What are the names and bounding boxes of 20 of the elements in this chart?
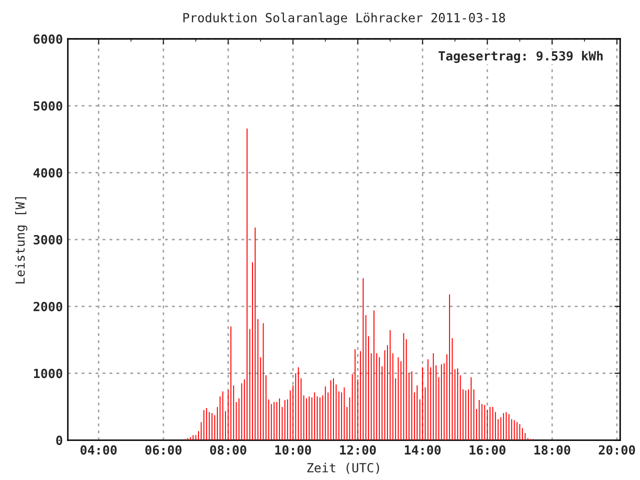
x-tick-label: 14:00 xyxy=(404,445,441,455)
y-tick-label: 0 xyxy=(56,436,62,446)
y-axis-title: Leistung [W] xyxy=(15,197,28,284)
x-tick-label: 12:00 xyxy=(340,445,376,455)
x-tick-label: 10:00 xyxy=(275,445,312,455)
x-tick-label: 18:00 xyxy=(534,445,570,455)
x-tick-label: 20:00 xyxy=(598,445,635,455)
y-tick-label: 6000 xyxy=(34,34,62,44)
chart-title: Produktion Solaranlage Löhracker 2011-03-18 xyxy=(183,12,506,25)
y-tick-label: 1000 xyxy=(34,368,62,378)
x-tick-label: 04:00 xyxy=(80,445,117,455)
y-tick-label: 3000 xyxy=(34,234,62,244)
x-tick-label: 16:00 xyxy=(470,445,506,455)
y-tick-label: 2000 xyxy=(34,302,62,312)
y-tick-label: 5000 xyxy=(34,101,62,111)
annotation: Tagesertrag: 9.539 kWh xyxy=(438,50,603,63)
x-tick-label: 06:00 xyxy=(145,445,182,455)
x-axis-title: Zeit (UTC) xyxy=(307,462,380,474)
y-tick-label: 4000 xyxy=(34,168,62,178)
x-tick-label: 08:00 xyxy=(210,445,246,455)
